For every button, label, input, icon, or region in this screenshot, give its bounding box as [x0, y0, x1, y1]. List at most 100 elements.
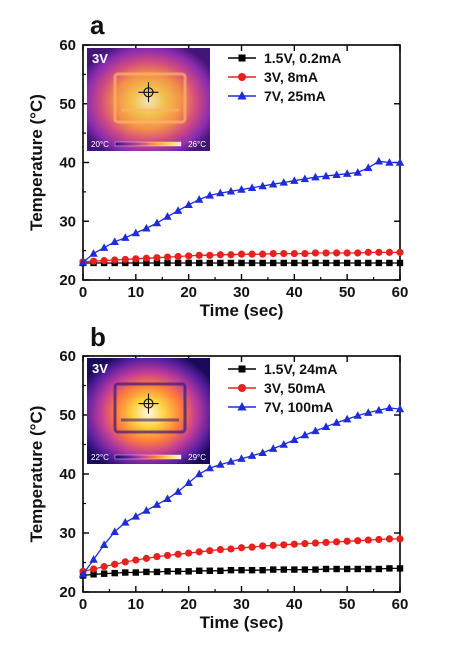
data-point: [227, 566, 235, 574]
data-point: [89, 249, 98, 257]
y-tick-label: 60: [59, 37, 76, 54]
data-point: [142, 506, 151, 514]
data-point: [206, 567, 213, 574]
data-point: [216, 460, 225, 468]
data-point: [238, 259, 245, 267]
x-tick-label: 60: [392, 284, 409, 301]
data-point: [226, 457, 236, 465]
data-point: [132, 259, 140, 267]
legend-marker: [238, 365, 246, 373]
x-tick-label: 30: [233, 284, 250, 301]
legend-label: 3V, 50mA: [264, 380, 326, 396]
x-tick-label: 10: [127, 596, 144, 613]
data-point: [152, 218, 162, 227]
y-tick-label: 20: [59, 584, 76, 601]
data-point: [122, 569, 129, 576]
data-point: [163, 212, 172, 220]
data-point: [237, 544, 246, 552]
data-point: [227, 259, 235, 267]
data-point: [111, 256, 119, 264]
inset-scale-max: 29°C: [188, 453, 206, 462]
inset-scale-min: 20°C: [91, 140, 109, 149]
data-point: [184, 478, 193, 487]
data-point: [332, 418, 341, 426]
y-tick-label: 20: [59, 272, 76, 289]
data-point: [195, 469, 204, 478]
data-point: [100, 563, 108, 571]
data-point: [280, 259, 287, 267]
data-point: [121, 255, 129, 264]
data-point: [132, 255, 140, 263]
data-point: [163, 551, 172, 560]
x-tick-label: 50: [339, 596, 356, 613]
data-point: [385, 535, 394, 543]
y-tick-label: 50: [59, 96, 76, 113]
data-point: [111, 569, 118, 577]
data-point: [354, 249, 362, 257]
data-point: [143, 259, 150, 267]
data-point: [247, 451, 257, 459]
data-point: [322, 538, 330, 547]
data-point: [290, 435, 299, 443]
data-point: [396, 248, 404, 256]
data-point: [142, 223, 151, 232]
data-point: [365, 259, 372, 267]
data-point: [280, 249, 288, 258]
data-point: [195, 251, 203, 259]
data-point: [89, 257, 98, 265]
data-point: [270, 259, 277, 267]
data-point: [195, 548, 203, 556]
x-tick-label: 60: [392, 596, 409, 613]
data-point: [280, 541, 288, 549]
x-axis-title: Time (sec): [200, 301, 284, 320]
inset-scale-min: 22°C: [91, 453, 109, 462]
data-point: [364, 163, 373, 171]
data-point: [196, 259, 203, 267]
data-point: [110, 237, 119, 246]
data-point: [364, 536, 372, 544]
data-point: [132, 556, 140, 564]
data-point: [100, 570, 108, 577]
inset-color-scale-bar: [114, 454, 182, 460]
data-point: [354, 565, 361, 573]
series-2: [78, 403, 405, 578]
data-point: [153, 553, 161, 561]
heater-outline: [113, 382, 187, 434]
data-point: [174, 550, 182, 558]
y-tick-label: 50: [59, 407, 76, 424]
legend-marker: [237, 91, 247, 100]
data-point: [237, 185, 246, 193]
data-point: [364, 248, 372, 256]
legend-label: 1.5V, 24mA: [264, 361, 337, 377]
data-point: [333, 565, 340, 573]
data-point: [269, 249, 277, 258]
series-0: [79, 565, 404, 579]
data-point: [248, 250, 256, 258]
data-point: [142, 254, 150, 262]
panel-label: a: [90, 10, 105, 40]
data-point: [342, 414, 352, 423]
x-axis-title: Time (sec): [200, 613, 284, 632]
data-point: [206, 547, 214, 555]
series-2: [78, 156, 405, 266]
legend-label: 1.5V, 0.2mA: [264, 50, 341, 66]
data-point: [174, 568, 182, 575]
y-axis-title: Temperature (°C): [27, 406, 46, 543]
data-point: [311, 539, 320, 547]
data-point: [354, 537, 362, 545]
data-point: [153, 259, 161, 267]
data-point: [78, 569, 88, 578]
data-point: [343, 537, 351, 545]
data-point: [301, 566, 309, 573]
data-point: [216, 545, 224, 554]
data-point: [90, 571, 97, 578]
data-point: [386, 565, 393, 572]
data-point: [365, 565, 372, 573]
y-tick-label: 30: [59, 213, 76, 230]
panel-label: b: [90, 322, 106, 352]
data-point: [321, 171, 331, 180]
data-point: [396, 259, 404, 267]
data-point: [111, 560, 119, 568]
data-point: [185, 549, 193, 557]
data-point: [301, 259, 309, 267]
